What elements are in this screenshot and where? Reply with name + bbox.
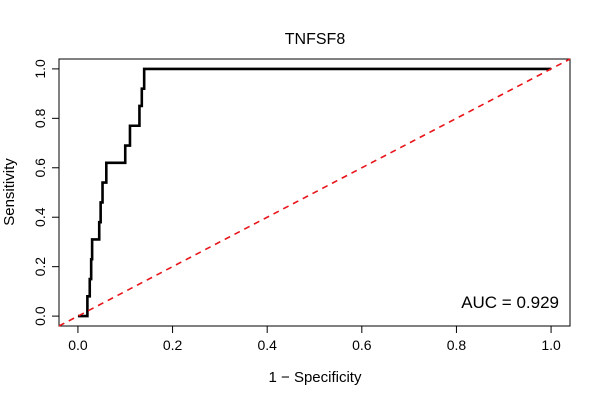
x-axis: 0.0 0.2 0.4 0.6 0.8 1.0 <box>68 325 561 353</box>
x-tick-label: 0.4 <box>257 337 277 353</box>
x-tick-label: 0.0 <box>68 337 88 353</box>
reference-diagonal-line <box>58 58 571 327</box>
y-tick-label: 0.6 <box>32 158 48 178</box>
x-tick-label: 1.0 <box>541 337 561 353</box>
x-tick-label: 0.2 <box>163 337 183 353</box>
auc-annotation: AUC = 0.929 <box>461 293 559 312</box>
x-tick-label: 0.6 <box>352 337 372 353</box>
y-tick-label: 1.0 <box>32 59 48 79</box>
y-tick-label: 0.4 <box>32 207 48 227</box>
y-axis-label: Sensitivity <box>1 158 18 226</box>
chart-title: TNFSF8 <box>285 31 346 48</box>
roc-curve-line <box>77 67 552 318</box>
x-axis-label: 1 − Specificity <box>269 369 362 386</box>
y-axis: 0.0 0.2 0.4 0.6 0.8 1.0 <box>32 59 60 326</box>
y-tick-label: 0.0 <box>32 306 48 326</box>
x-tick-label: 0.8 <box>447 337 467 353</box>
series-layer <box>58 58 571 327</box>
y-tick-label: 0.2 <box>32 257 48 277</box>
y-tick-label: 0.8 <box>32 108 48 128</box>
